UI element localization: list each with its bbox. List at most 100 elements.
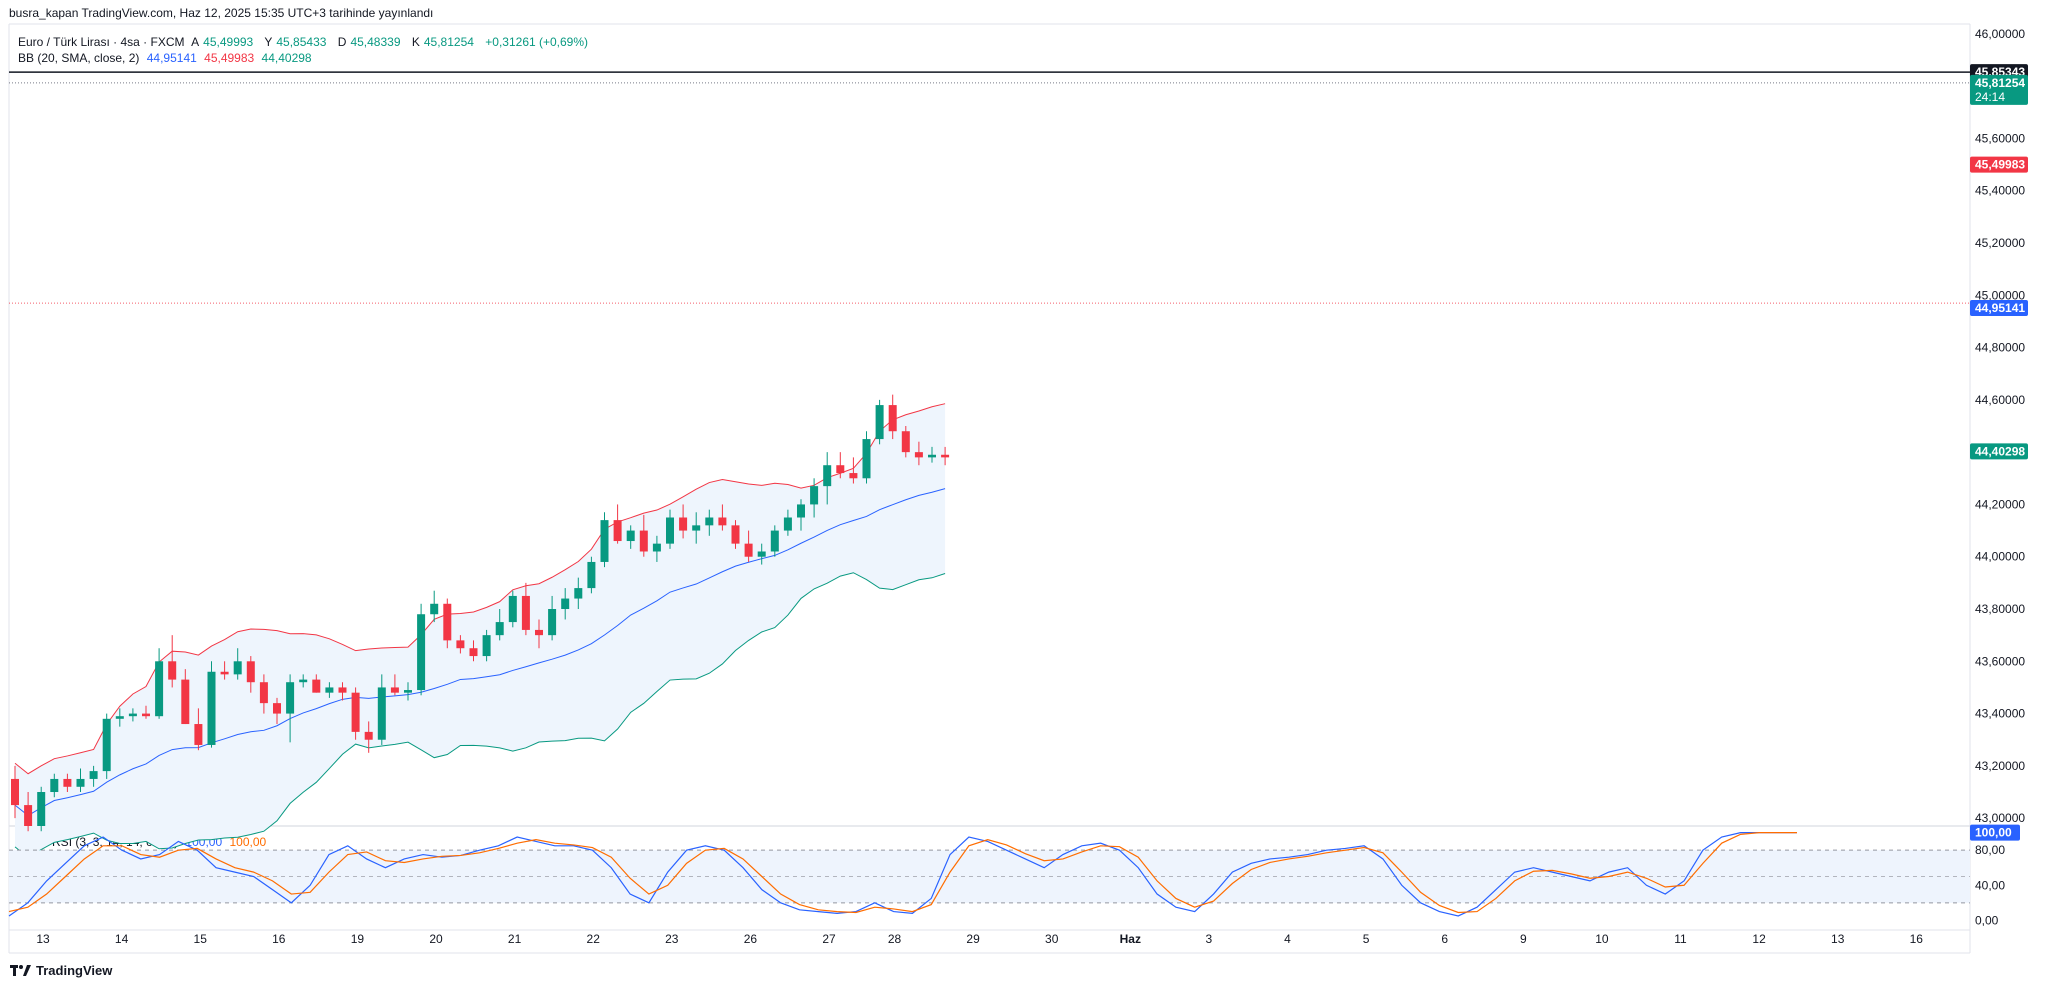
bb-lower-value: 44,40298 — [261, 51, 312, 65]
price-badge-label: 45,49983 — [1975, 158, 2025, 172]
time-tick-label: 20 — [429, 932, 443, 946]
time-tick-label: 10 — [1595, 932, 1609, 946]
stoch-k-line — [8, 832, 1797, 917]
candle-body — [404, 690, 412, 693]
time-tick-label: 11 — [1674, 932, 1687, 946]
bb-label[interactable]: BB (20, SMA, close, 2) — [18, 51, 140, 65]
time-tick-label: Haz — [1120, 932, 1141, 946]
candle-body — [862, 439, 871, 479]
tradingview-icon — [10, 964, 31, 976]
candle-body — [37, 792, 46, 826]
candle-body — [312, 679, 321, 693]
candle-body — [469, 648, 478, 657]
stoch-tick-label: 80,00 — [1975, 843, 2005, 857]
candle-body — [24, 805, 33, 826]
candle-body — [456, 640, 465, 649]
candle-body — [888, 405, 897, 432]
candle-body — [914, 452, 923, 458]
time-tick-label: 4 — [1284, 932, 1291, 946]
candle-body — [901, 431, 910, 453]
time-tick-label: 15 — [194, 932, 208, 946]
candle-body — [50, 778, 59, 793]
stoch-d-line — [8, 832, 1797, 914]
stoch-badge-label: 100,00 — [1975, 826, 2012, 840]
low-value: D 45,48339 — [337, 35, 401, 49]
candle-body — [220, 671, 229, 675]
candle-body — [574, 588, 583, 599]
candle-body — [757, 551, 766, 557]
price-badge-bg — [1970, 299, 2028, 316]
symbol-legend: Euro / Türk Lirası · 4sa · FXCM A 45,4999… — [18, 35, 592, 49]
candle-body — [364, 731, 373, 740]
price-tick-label: 45,00000 — [1975, 288, 2025, 302]
candle-body — [744, 543, 753, 557]
time-tick-label: 14 — [115, 932, 129, 946]
candle-body — [679, 517, 688, 531]
candle-body — [521, 595, 530, 630]
change-value: +0,31261 (+0,69%) — [485, 35, 589, 49]
candle-body — [155, 661, 164, 717]
candle-body — [377, 687, 386, 740]
publisher-line: busra_kapan TradingView.com, Haz 12, 202… — [9, 6, 434, 20]
time-tick-label: 21 — [508, 932, 522, 946]
candle-body — [233, 661, 242, 675]
candle-body — [600, 520, 609, 562]
time-tick-label: 9 — [1520, 932, 1527, 946]
time-tick-label: 30 — [1045, 932, 1059, 946]
candle-body — [89, 771, 98, 779]
candle-body — [76, 778, 85, 787]
bb-lower-line — [14, 572, 946, 858]
candle-body — [338, 687, 347, 693]
candle-body — [692, 525, 701, 531]
price-tick-label: 43,80000 — [1975, 602, 2025, 616]
stoch-d-value: 100,00 — [229, 835, 267, 849]
price-badge-label: 44,95141 — [1975, 301, 2025, 315]
candle-body — [548, 609, 557, 636]
time-tick-label: 6 — [1441, 932, 1448, 946]
candle-body — [299, 679, 308, 683]
candle-body — [115, 716, 124, 719]
time-tick-label: 22 — [587, 932, 601, 946]
candle-body — [390, 687, 399, 693]
candle-body — [246, 661, 255, 683]
time-tick-label: 27 — [822, 932, 836, 946]
candle-body — [639, 530, 648, 552]
time-tick-label: 3 — [1206, 932, 1213, 946]
candle-body — [941, 454, 950, 458]
candle-body — [783, 517, 792, 531]
candle-body — [810, 486, 819, 505]
price-tick-label: 43,60000 — [1975, 654, 2025, 668]
candle-body — [443, 603, 452, 641]
candle-body — [325, 687, 334, 693]
candle-body — [626, 530, 635, 542]
close-value: K 45,81254 — [411, 35, 474, 49]
candle-body — [207, 671, 216, 745]
time-tick-label: 23 — [665, 932, 679, 946]
time-tick-label: 16 — [272, 932, 286, 946]
stoch-tick-label: 0,00 — [1975, 913, 1999, 927]
candle-body — [770, 530, 779, 552]
open-value: A 45,49993 — [191, 35, 254, 49]
candle-body — [587, 561, 596, 589]
candle-body — [849, 473, 858, 479]
time-tick-label: 12 — [1752, 932, 1766, 946]
price-tick-label: 44,60000 — [1975, 393, 2025, 407]
price-tick-label: 43,20000 — [1975, 759, 2025, 773]
candle-body — [430, 603, 439, 615]
candle-body — [535, 629, 543, 636]
candle-body — [142, 713, 150, 717]
candle-body — [273, 703, 281, 714]
candle-body — [731, 525, 740, 544]
candle-body — [351, 692, 360, 732]
tradingview-logo[interactable]: TradingView — [10, 963, 112, 978]
high-value: Y 45,85433 — [264, 35, 327, 49]
price-badge-bg — [1970, 443, 2028, 460]
price-tick-label: 44,00000 — [1975, 550, 2025, 564]
price-badge-label: 44,40298 — [1975, 444, 2025, 458]
bb-upper-line — [14, 403, 946, 775]
candle-body — [613, 520, 622, 542]
candle-body — [652, 543, 661, 552]
candle-body — [823, 465, 832, 487]
symbol-name[interactable]: Euro / Türk Lirası · 4sa · FXCM — [18, 35, 185, 49]
